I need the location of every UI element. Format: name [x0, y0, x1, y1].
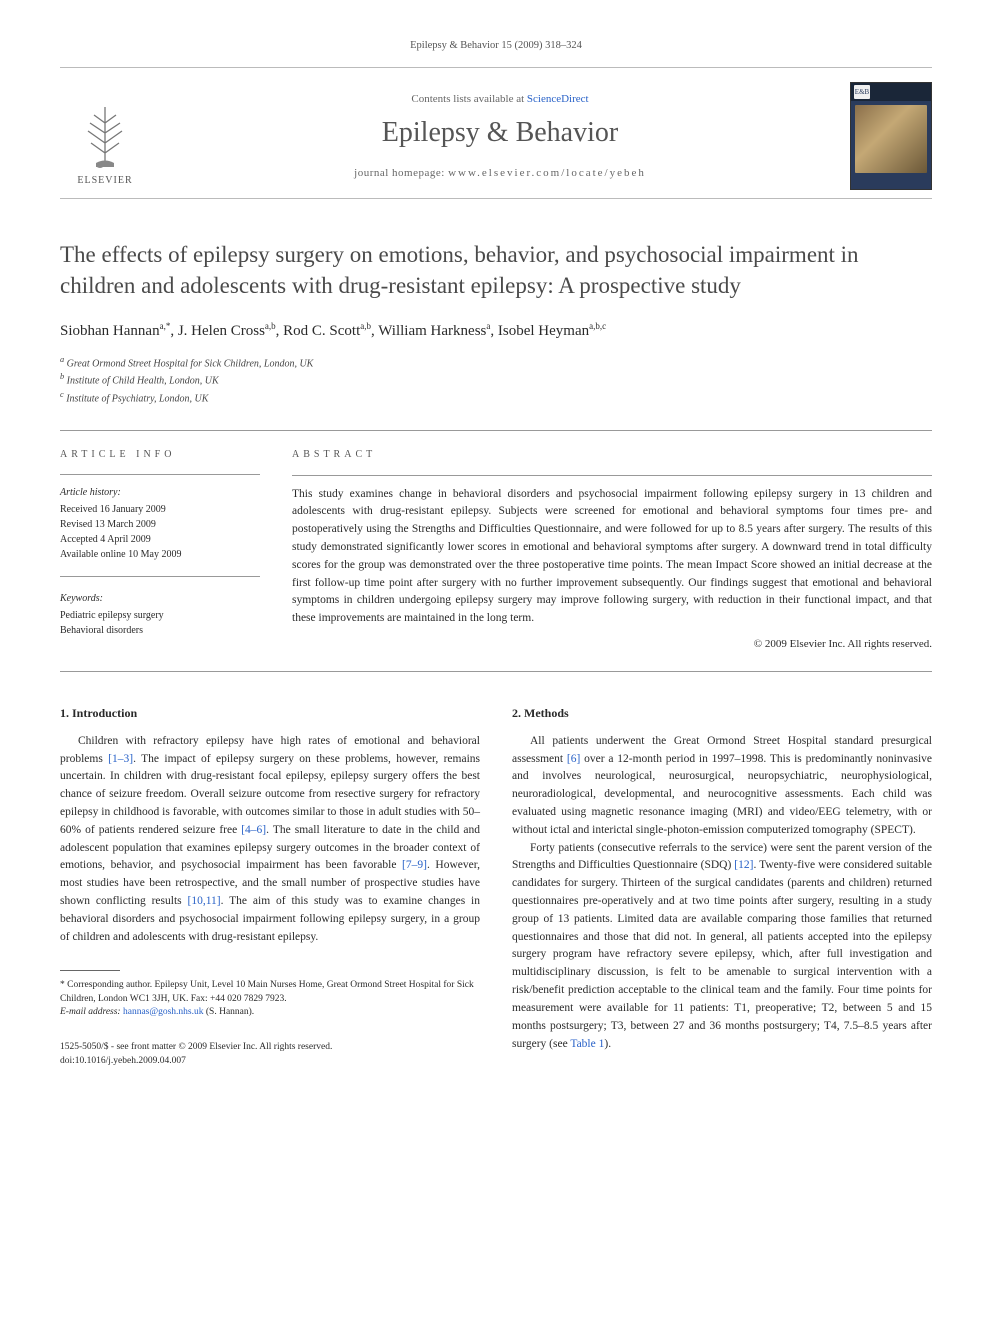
column-right: 2. Methods All patients underwent the Gr…: [512, 704, 932, 1068]
front-matter: 1525-5050/$ - see front matter © 2009 El…: [60, 1041, 480, 1054]
rule: [60, 576, 260, 577]
table-link[interactable]: Table 1: [570, 1038, 604, 1050]
sciencedirect-link[interactable]: ScienceDirect: [527, 93, 589, 105]
affiliation-text: Institute of Psychiatry, London, UK: [66, 393, 208, 404]
affiliation: c Institute of Psychiatry, London, UK: [60, 389, 932, 406]
elsevier-logo: ELSEVIER: [60, 86, 150, 186]
abstract: ABSTRACT This study examines change in b…: [292, 447, 932, 653]
abstract-text: This study examines change in behavioral…: [292, 486, 932, 629]
keyword: Behavioral disorders: [60, 623, 260, 638]
email-label: E-mail address:: [60, 1007, 123, 1017]
abstract-copyright: © 2009 Elsevier Inc. All rights reserved…: [292, 636, 932, 653]
rule: [60, 671, 932, 672]
info-abstract-block: ARTICLE INFO Article history: Received 1…: [60, 431, 932, 671]
history-line: Available online 10 May 2009: [60, 547, 260, 562]
affiliation: b Institute of Child Health, London, UK: [60, 371, 932, 388]
journal-name: Epilepsy & Behavior: [170, 117, 830, 149]
ref-link[interactable]: [4–6]: [241, 824, 266, 836]
article-info: ARTICLE INFO Article history: Received 1…: [60, 447, 260, 653]
ref-link[interactable]: [12]: [734, 859, 753, 871]
authors: Siobhan Hannana,*, J. Helen Crossa,b, Ro…: [60, 321, 932, 340]
publisher-banner: ELSEVIER Contents lists available at Sci…: [60, 67, 932, 199]
affiliation-text: Institute of Child Health, London, UK: [67, 376, 219, 387]
section-heading-methods: 2. Methods: [512, 704, 932, 723]
corresponding-footnote: * Corresponding author. Epilepsy Unit, L…: [60, 979, 480, 1006]
ref-link[interactable]: [10,11]: [188, 895, 221, 907]
intro-paragraph: Children with refractory epilepsy have h…: [60, 733, 480, 947]
footer: 1525-5050/$ - see front matter © 2009 El…: [60, 1041, 480, 1068]
ref-link[interactable]: [6]: [567, 753, 580, 765]
contents-available-label: Contents lists available at: [411, 93, 526, 105]
doi: doi:10.1016/j.yebeh.2009.04.007: [60, 1055, 480, 1068]
journal-homepage: journal homepage: www.elsevier.com/locat…: [170, 167, 830, 179]
ref-link[interactable]: [1–3]: [108, 753, 133, 765]
column-left: 1. Introduction Children with refractory…: [60, 704, 480, 1068]
contents-available: Contents lists available at ScienceDirec…: [170, 93, 830, 105]
rule: [60, 474, 260, 475]
text: . Twenty-five were considered suitable c…: [512, 859, 932, 1049]
history-label: Article history:: [60, 485, 260, 500]
section-heading-intro: 1. Introduction: [60, 704, 480, 723]
affiliations: a Great Ormond Street Hospital for Sick …: [60, 354, 932, 406]
keyword: Pediatric epilepsy surgery: [60, 608, 260, 623]
homepage-label: journal homepage:: [354, 167, 448, 179]
header-citation: Epilepsy & Behavior 15 (2009) 318–324: [60, 40, 932, 51]
cover-header: E&B: [851, 83, 931, 101]
footnote-separator: [60, 970, 120, 971]
methods-paragraph-1: All patients underwent the Great Ormond …: [512, 733, 932, 840]
body-columns: 1. Introduction Children with refractory…: [60, 704, 932, 1068]
methods-paragraph-2: Forty patients (consecutive referrals to…: [512, 840, 932, 1054]
email-link[interactable]: hannas@gosh.nhs.uk: [123, 1007, 204, 1017]
info-title: ARTICLE INFO: [60, 447, 260, 462]
cover-art: [855, 105, 927, 173]
article-title: The effects of epilepsy surgery on emoti…: [60, 239, 932, 301]
homepage-url[interactable]: www.elsevier.com/locate/yebeh: [448, 167, 646, 179]
rule: [292, 475, 932, 476]
elsevier-name: ELSEVIER: [77, 175, 132, 186]
keywords-label: Keywords:: [60, 591, 260, 606]
abstract-title: ABSTRACT: [292, 447, 932, 463]
text: ).: [604, 1038, 611, 1050]
email-footnote: E-mail address: hannas@gosh.nhs.uk (S. H…: [60, 1006, 480, 1019]
email-paren: (S. Hannan).: [204, 1007, 255, 1017]
history-line: Revised 13 March 2009: [60, 517, 260, 532]
elsevier-tree-icon: [76, 103, 134, 171]
journal-cover-thumbnail: E&B: [850, 82, 932, 190]
banner-center: Contents lists available at ScienceDirec…: [170, 93, 830, 179]
history-line: Received 16 January 2009: [60, 502, 260, 517]
history-line: Accepted 4 April 2009: [60, 532, 260, 547]
ref-link[interactable]: [7–9]: [402, 859, 427, 871]
cover-badge: E&B: [854, 85, 870, 99]
affiliation: a Great Ormond Street Hospital for Sick …: [60, 354, 932, 371]
text: over a 12-month period in 1997–1998. Thi…: [512, 753, 932, 836]
affiliation-text: Great Ormond Street Hospital for Sick Ch…: [67, 358, 314, 369]
